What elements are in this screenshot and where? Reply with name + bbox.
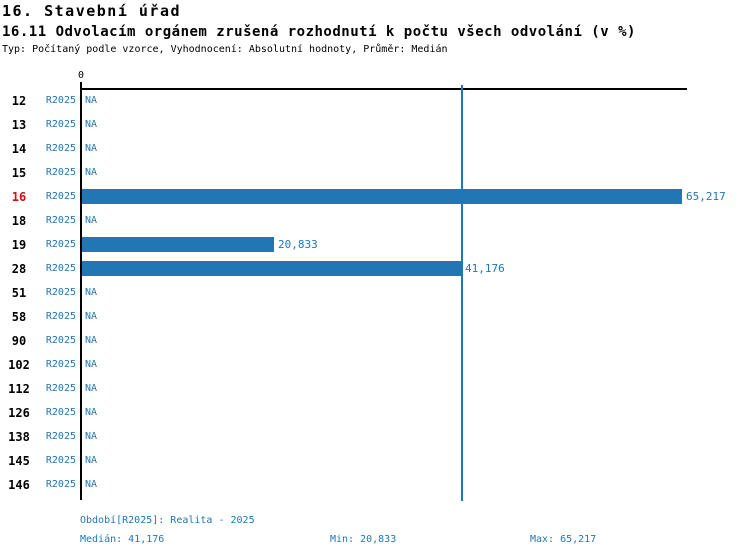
chart-row: 126 R2025 NA [0, 401, 750, 425]
row-series-label: R2025 [45, 143, 76, 154]
row-category-label: 19 [11, 238, 27, 252]
bar-value-label: 20,833 [278, 238, 318, 251]
row-category-label: 51 [11, 286, 27, 300]
na-value-label: NA [85, 431, 98, 442]
report-section-title: 16. Stavební úřad [2, 2, 182, 20]
na-value-label: NA [85, 359, 98, 370]
row-category-label: 90 [11, 334, 27, 348]
chart-row: 18 R2025 NA [0, 209, 750, 233]
row-category-label: 16 [11, 190, 27, 204]
row-series-label: R2025 [45, 215, 76, 226]
row-category-label: 13 [11, 118, 27, 132]
na-value-label: NA [85, 383, 98, 394]
na-value-label: NA [85, 311, 98, 322]
chart-row: 51 R2025 NA [0, 281, 750, 305]
row-series-label: R2025 [45, 479, 76, 490]
row-category-label: 126 [8, 406, 30, 420]
row-category-label: 58 [11, 310, 27, 324]
row-category-label: 102 [8, 358, 30, 372]
bar-value-label: 41,176 [465, 262, 505, 275]
na-value-label: NA [85, 167, 98, 178]
row-series-label: R2025 [45, 407, 76, 418]
row-series-label: R2025 [45, 431, 76, 442]
row-series-label: R2025 [45, 95, 76, 106]
chart-row: 19 R2025 20,833 [0, 233, 750, 257]
na-value-label: NA [85, 479, 98, 490]
chart-row: 138 R2025 NA [0, 425, 750, 449]
row-category-label: 138 [8, 430, 30, 444]
chart-row: 16 R2025 65,217 [0, 185, 750, 209]
row-series-label: R2025 [45, 239, 76, 250]
row-category-label: 12 [11, 94, 27, 108]
row-category-label: 112 [8, 382, 30, 396]
row-series-label: R2025 [45, 167, 76, 178]
na-value-label: NA [85, 407, 98, 418]
na-value-label: NA [85, 335, 98, 346]
na-value-label: NA [85, 215, 98, 226]
chart-row: 102 R2025 NA [0, 353, 750, 377]
row-category-label: 146 [8, 478, 30, 492]
row-series-label: R2025 [45, 191, 76, 202]
row-series-label: R2025 [45, 311, 76, 322]
median-reference-line [461, 85, 463, 501]
row-category-label: 14 [11, 142, 27, 156]
na-value-label: NA [85, 143, 98, 154]
value-bar [82, 189, 682, 204]
row-series-label: R2025 [45, 335, 76, 346]
chart-row: 12 R2025 NA [0, 89, 750, 113]
x-axis-line [80, 88, 687, 90]
value-bar [82, 261, 461, 276]
row-category-label: 28 [11, 262, 27, 276]
chart-row: 58 R2025 NA [0, 305, 750, 329]
row-series-label: R2025 [45, 287, 76, 298]
chart-row: 112 R2025 NA [0, 377, 750, 401]
na-value-label: NA [85, 95, 98, 106]
row-series-label: R2025 [45, 383, 76, 394]
y-axis-line [80, 82, 82, 500]
chart-row: 90 R2025 NA [0, 329, 750, 353]
row-category-label: 15 [11, 166, 27, 180]
row-series-label: R2025 [45, 455, 76, 466]
value-bar [82, 237, 274, 252]
row-series-label: R2025 [45, 359, 76, 370]
bar-value-label: 65,217 [686, 190, 726, 203]
chart-title: 16.11 Odvolacím orgánem zrušená rozhodnu… [2, 24, 636, 40]
max-stat-label: Max: 65,217 [530, 534, 597, 545]
chart-row: 13 R2025 NA [0, 113, 750, 137]
chart-row: 28 R2025 41,176 [0, 257, 750, 281]
na-value-label: NA [85, 455, 98, 466]
chart-row: 14 R2025 NA [0, 137, 750, 161]
x-axis-zero-label: 0 [77, 70, 85, 81]
row-series-label: R2025 [45, 119, 76, 130]
na-value-label: NA [85, 287, 98, 298]
min-stat-label: Min: 20,833 [330, 534, 397, 545]
chart-row: 146 R2025 NA [0, 473, 750, 497]
row-series-label: R2025 [45, 263, 76, 274]
row-category-label: 145 [8, 454, 30, 468]
period-label: Období[R2025]: Realita - 2025 [80, 515, 255, 526]
row-category-label: 18 [11, 214, 27, 228]
chart-row: 15 R2025 NA [0, 161, 750, 185]
chart-meta-line: Typ: Počítaný podle vzorce, Vyhodnocení:… [2, 44, 448, 55]
chart-row: 145 R2025 NA [0, 449, 750, 473]
median-stat-label: Medián: 41,176 [80, 534, 165, 545]
na-value-label: NA [85, 119, 98, 130]
